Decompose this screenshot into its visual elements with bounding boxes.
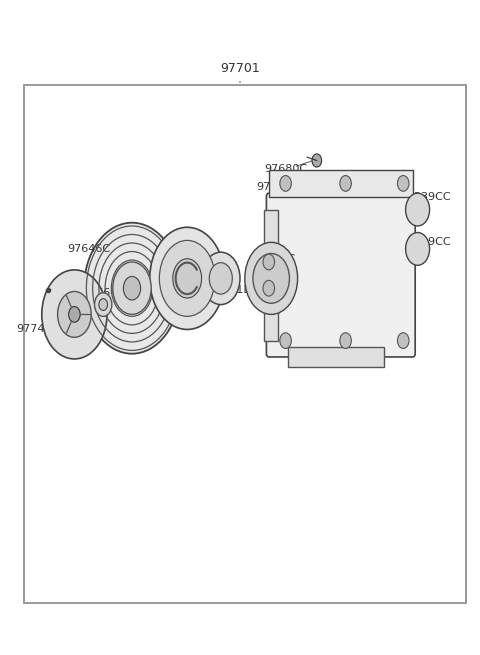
Text: 1339CC: 1339CC: [408, 191, 451, 202]
Circle shape: [209, 263, 232, 294]
Circle shape: [99, 299, 108, 310]
Circle shape: [406, 233, 430, 265]
Circle shape: [123, 276, 141, 300]
Bar: [24, 85, 466, 603]
Circle shape: [84, 223, 180, 354]
Circle shape: [159, 240, 215, 316]
Text: 97646: 97646: [196, 280, 231, 290]
Circle shape: [340, 176, 351, 191]
Circle shape: [58, 291, 91, 337]
Circle shape: [95, 293, 112, 316]
Circle shape: [150, 227, 225, 329]
Text: 97643A: 97643A: [89, 288, 132, 298]
Circle shape: [312, 154, 322, 167]
Circle shape: [202, 252, 240, 305]
Circle shape: [397, 333, 409, 348]
Text: 97707C: 97707C: [252, 253, 295, 264]
Circle shape: [263, 254, 275, 270]
Circle shape: [340, 333, 351, 348]
Polygon shape: [264, 210, 278, 341]
Circle shape: [280, 333, 291, 348]
Circle shape: [42, 270, 107, 359]
Text: 97711D: 97711D: [208, 284, 252, 295]
Circle shape: [280, 176, 291, 191]
Circle shape: [406, 193, 430, 226]
Text: 97680C: 97680C: [264, 164, 307, 174]
Circle shape: [253, 253, 289, 303]
Text: 97701: 97701: [220, 62, 260, 75]
Text: 97646C: 97646C: [67, 244, 110, 254]
Text: 97643E: 97643E: [125, 276, 168, 287]
Polygon shape: [269, 170, 413, 196]
Text: 97743A: 97743A: [16, 324, 59, 335]
Text: 1339CC: 1339CC: [408, 237, 451, 248]
Circle shape: [173, 259, 202, 298]
Circle shape: [69, 307, 80, 322]
Text: 97652B: 97652B: [256, 182, 299, 193]
Circle shape: [245, 242, 298, 314]
Polygon shape: [288, 347, 384, 367]
FancyBboxPatch shape: [266, 193, 415, 357]
Text: 97644C: 97644C: [53, 339, 96, 349]
Circle shape: [397, 176, 409, 191]
Circle shape: [113, 262, 151, 314]
Circle shape: [263, 280, 275, 296]
